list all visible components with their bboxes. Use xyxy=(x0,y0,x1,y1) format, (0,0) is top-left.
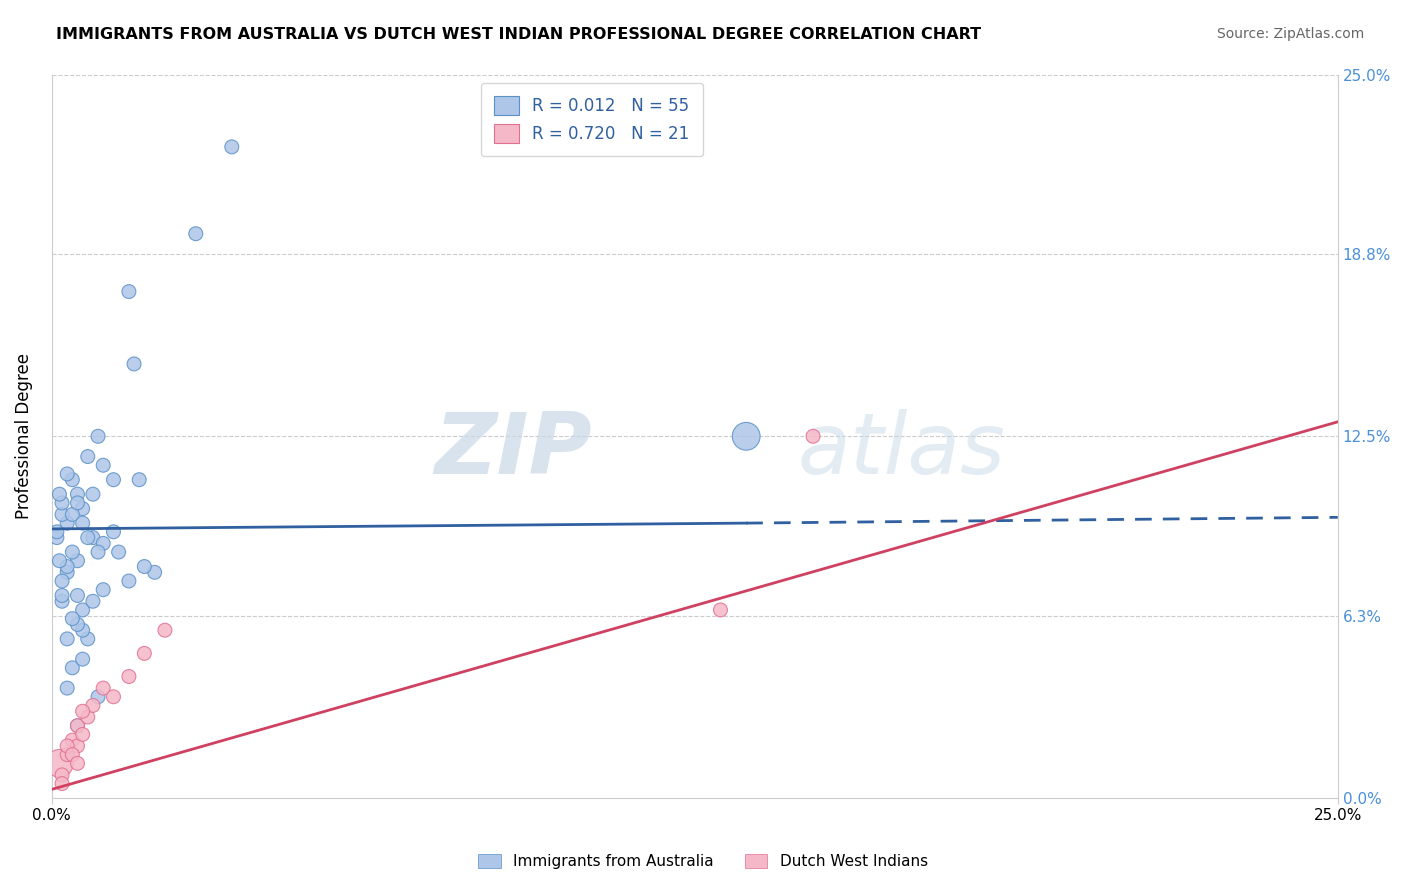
Point xyxy=(51,508,73,522)
Point xyxy=(51,594,73,608)
Point xyxy=(56,467,79,481)
Text: IMMIGRANTS FROM AUSTRALIA VS DUTCH WEST INDIAN PROFESSIONAL DEGREE CORRELATION C: IMMIGRANTS FROM AUSTRALIA VS DUTCH WEST … xyxy=(56,27,981,42)
Point xyxy=(91,681,114,695)
Point xyxy=(221,140,243,154)
Point xyxy=(87,429,110,443)
Point xyxy=(118,285,141,299)
Point xyxy=(709,603,731,617)
Legend: Immigrants from Australia, Dutch West Indians: Immigrants from Australia, Dutch West In… xyxy=(472,848,934,875)
Point xyxy=(56,747,79,762)
Point xyxy=(66,739,89,753)
Point xyxy=(66,589,89,603)
Point xyxy=(82,487,104,501)
Point xyxy=(56,739,79,753)
Point xyxy=(87,545,110,559)
Point xyxy=(72,516,94,530)
Text: atlas: atlas xyxy=(797,409,1005,492)
Point xyxy=(60,508,83,522)
Point xyxy=(118,669,141,683)
Point xyxy=(51,574,73,588)
Point xyxy=(735,429,758,443)
Point xyxy=(82,698,104,713)
Point xyxy=(45,524,67,539)
Text: ZIP: ZIP xyxy=(434,409,592,492)
Y-axis label: Professional Degree: Professional Degree xyxy=(15,353,32,519)
Point xyxy=(72,704,94,718)
Point xyxy=(118,574,141,588)
Point xyxy=(51,589,73,603)
Point xyxy=(60,473,83,487)
Point xyxy=(143,566,166,580)
Point xyxy=(107,545,129,559)
Point xyxy=(60,733,83,747)
Point xyxy=(56,566,79,580)
Point xyxy=(128,473,150,487)
Text: Source: ZipAtlas.com: Source: ZipAtlas.com xyxy=(1216,27,1364,41)
Point xyxy=(82,594,104,608)
Point xyxy=(82,531,104,545)
Point xyxy=(72,501,94,516)
Point xyxy=(91,458,114,473)
Point xyxy=(103,473,125,487)
Point xyxy=(60,661,83,675)
Point xyxy=(91,536,114,550)
Point xyxy=(91,582,114,597)
Point xyxy=(66,719,89,733)
Point xyxy=(48,554,70,568)
Point xyxy=(76,710,98,724)
Legend: R = 0.012   N = 55, R = 0.720   N = 21: R = 0.012 N = 55, R = 0.720 N = 21 xyxy=(481,83,703,156)
Point xyxy=(56,681,79,695)
Point xyxy=(48,756,70,771)
Point xyxy=(122,357,145,371)
Point xyxy=(72,652,94,666)
Point xyxy=(72,624,94,638)
Point xyxy=(60,612,83,626)
Point xyxy=(66,719,89,733)
Point xyxy=(56,559,79,574)
Point xyxy=(56,632,79,646)
Point xyxy=(51,768,73,782)
Point xyxy=(72,603,94,617)
Point xyxy=(66,617,89,632)
Point xyxy=(66,554,89,568)
Point xyxy=(48,487,70,501)
Point xyxy=(76,632,98,646)
Point xyxy=(76,531,98,545)
Point xyxy=(66,756,89,771)
Point xyxy=(51,496,73,510)
Point xyxy=(45,531,67,545)
Point xyxy=(56,516,79,530)
Point xyxy=(801,429,824,443)
Point xyxy=(72,727,94,741)
Point xyxy=(60,545,83,559)
Point xyxy=(153,624,176,638)
Point xyxy=(51,776,73,790)
Point xyxy=(76,450,98,464)
Point xyxy=(103,690,125,704)
Point xyxy=(66,496,89,510)
Point xyxy=(66,487,89,501)
Point xyxy=(134,646,156,660)
Point xyxy=(103,524,125,539)
Point xyxy=(60,747,83,762)
Point xyxy=(87,690,110,704)
Point xyxy=(134,559,156,574)
Point xyxy=(184,227,207,241)
